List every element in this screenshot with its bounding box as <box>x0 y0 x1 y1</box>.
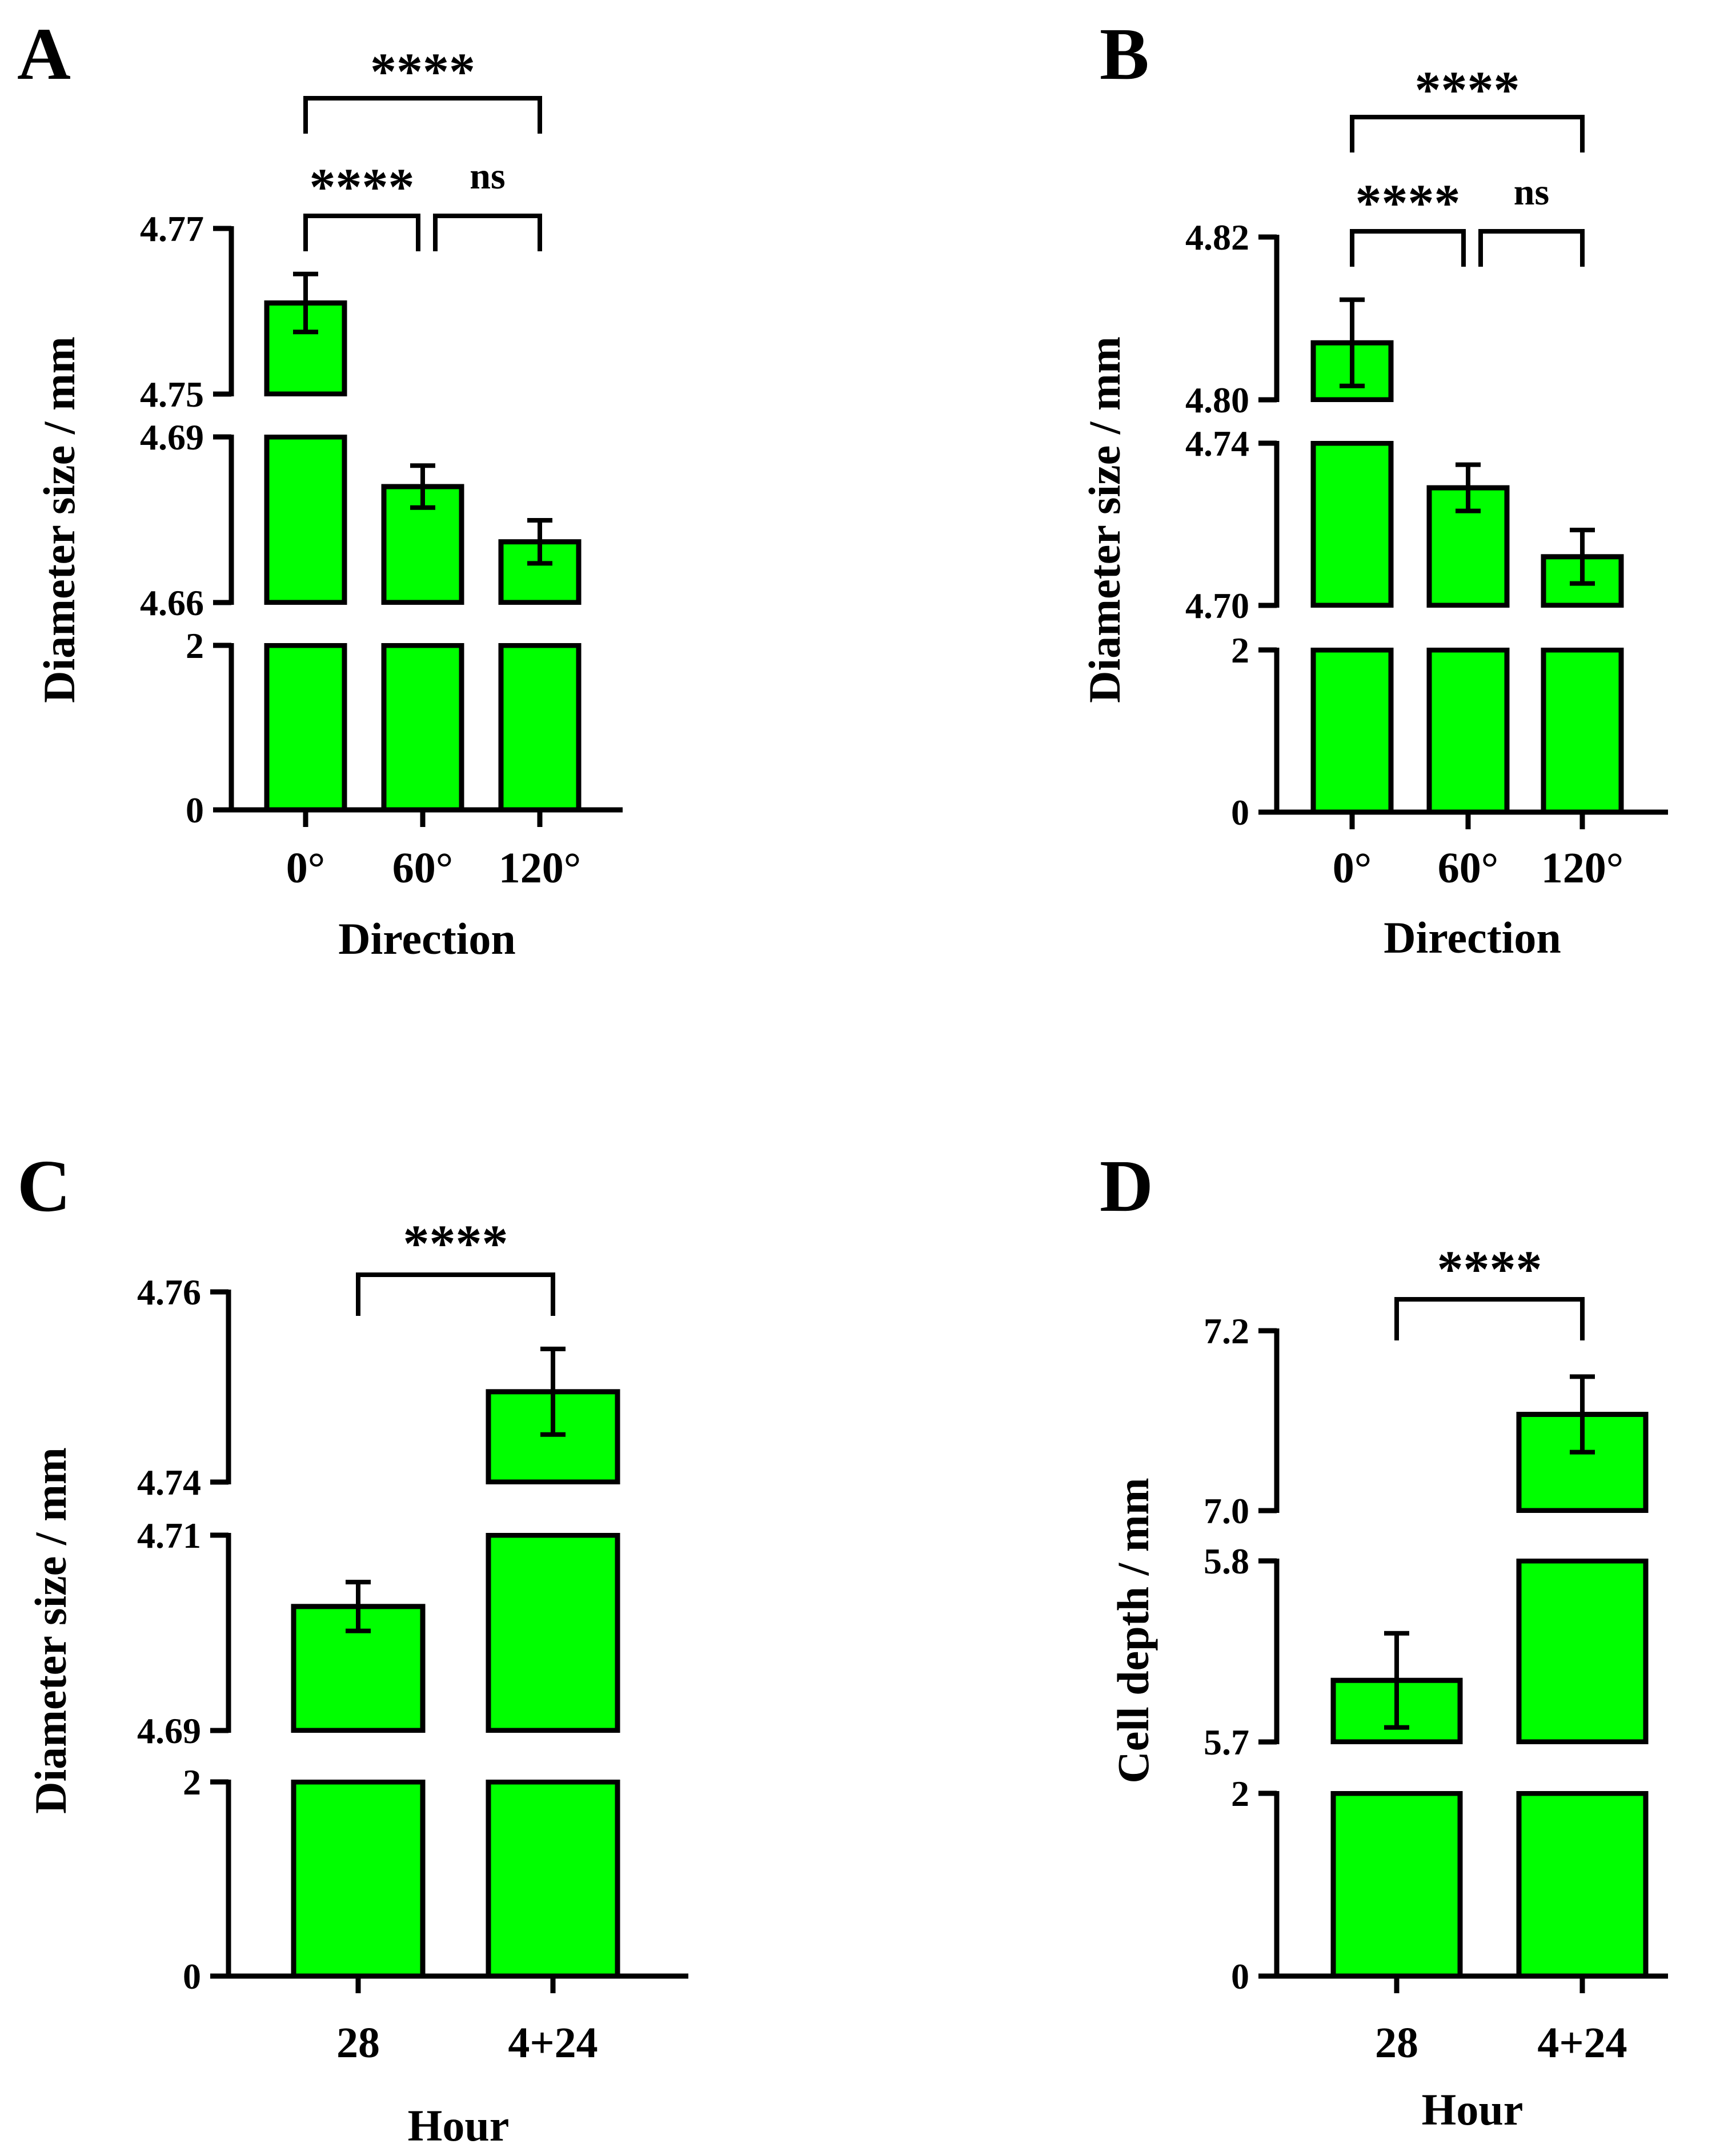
panel-b-y-tick-label: 4.80 <box>1185 380 1249 420</box>
panel-d-y-tick-label: 0 <box>1231 1956 1249 1997</box>
panel-b-bar-1-seg-2 <box>1310 440 1394 608</box>
panel-d-y-axis-title: Cell depth / mm <box>1108 1478 1158 1783</box>
panel-b-significance-bracket-1 <box>1350 115 1585 152</box>
panel-a-y-tick-label: 2 <box>186 625 204 666</box>
panel-d-y-tick-label: 7.2 <box>1204 1311 1249 1351</box>
panel-b-significance-bracket-3 <box>1478 229 1585 267</box>
panel-a-letter: A <box>17 13 71 95</box>
panel-b-y-axis-title: Diameter size / mm <box>1080 336 1129 703</box>
panel-a-significance-label-2: **** <box>310 158 415 216</box>
panel-c-y-tick-label: 4.71 <box>137 1515 201 1556</box>
panel-c-x-tick-label: 28 <box>336 2019 380 2067</box>
panel-b-y-tick-label: 4.74 <box>1185 423 1249 464</box>
panel-d-x-tick-label: 4+24 <box>1537 2019 1627 2067</box>
panel-a-bar-1-seg-1 <box>264 643 347 813</box>
panel-d-x-axis-title: Hour <box>1422 2085 1523 2134</box>
panel-c-bar-1-seg-1 <box>291 1779 426 1979</box>
panel-c-bar-2-seg-2 <box>486 1532 620 1733</box>
panel-c-y-tick-label: 4.76 <box>137 1272 201 1312</box>
panel-c-significance-bracket-1 <box>356 1272 555 1316</box>
panel-a-bar-3-seg-1 <box>498 643 582 813</box>
panel-d-bar-2-break-gap <box>1514 1744 1650 1791</box>
panel-d-letter: D <box>1100 1145 1153 1227</box>
panel-d-bar-2-seg-1 <box>1516 1790 1649 1979</box>
panel-c-significance-label-1: **** <box>403 1214 508 1272</box>
panel-c-x-tick-label: 4+24 <box>508 2019 598 2067</box>
panel-d-bar-1-seg-1 <box>1330 1790 1463 1979</box>
panel-c-y-tick-label: 4.69 <box>137 1711 201 1751</box>
panel-a-bar-3-break-gap <box>496 605 583 643</box>
panel-c-letter: C <box>17 1145 71 1227</box>
panel-b-bar-2-seg-1 <box>1426 647 1510 815</box>
panel-b-bar-3-break-gap <box>1539 608 1626 648</box>
panel-b-bar-1-break-gap <box>1309 608 1396 648</box>
panel-a-bar-2-break-gap <box>379 605 466 643</box>
panel-b-x-tick-label: 120° <box>1541 844 1623 892</box>
panel-c-y-axis-title: Diameter size / mm <box>26 1447 75 1814</box>
panel-c-y-tick-label: 4.74 <box>137 1462 201 1503</box>
panel-d-significance-label-1: **** <box>1437 1240 1542 1298</box>
panel-b-significance-label-1: **** <box>1415 61 1520 119</box>
panel-b-y-tick-label: 2 <box>1231 630 1249 671</box>
panel-d-bar-2-seg-2 <box>1516 1558 1649 1745</box>
panel-a-y-tick-label: 4.69 <box>140 417 204 457</box>
panel-a-y-tick-label: 4.77 <box>140 208 204 249</box>
panel-b-significance-label-2: **** <box>1356 174 1461 232</box>
panel-a-bar-1-break-gap <box>262 396 349 435</box>
panel-d-y-tick-label: 5.7 <box>1204 1722 1249 1762</box>
panel-b-significance-bracket-2 <box>1350 229 1466 267</box>
panel-a-y-tick-label: 4.75 <box>140 374 204 415</box>
panel-b-bar-1-seg-1 <box>1310 647 1394 815</box>
panel-d-x-tick-label: 28 <box>1375 2019 1418 2067</box>
panel-a-y-tick-label: 0 <box>186 790 204 830</box>
panel-a-significance-label-1: **** <box>370 42 475 101</box>
panel-b-y-tick-label: 0 <box>1231 792 1249 833</box>
panel-b-letter: B <box>1100 13 1149 95</box>
panel-b-bar-1-break-gap <box>1309 402 1396 441</box>
panel-d-significance-bracket-1 <box>1394 1297 1585 1340</box>
panel-d-bar-1-break-gap <box>1329 1744 1465 1791</box>
panel-a-bar-1-seg-2 <box>264 434 347 605</box>
panel-a-x-tick-label: 0° <box>286 844 325 892</box>
panel-d-y-tick-label: 5.8 <box>1204 1541 1249 1581</box>
panel-d-y-tick-label: 2 <box>1231 1773 1249 1814</box>
panel-b-bar-2-break-gap <box>1425 608 1511 648</box>
panel-a-bar-1-break-gap <box>262 605 349 643</box>
panel-c-bar-2-seg-1 <box>486 1779 620 1979</box>
panel-a-bar-2-seg-1 <box>381 643 464 813</box>
panel-c-bar-2-break-gap <box>484 1733 622 1780</box>
panel-a-y-axis-title: Diameter size / mm <box>34 336 84 703</box>
panel-b-y-tick-label: 4.82 <box>1185 217 1249 258</box>
panel-d-bar-2-break-gap <box>1514 1513 1650 1559</box>
panel-b-significance-label-3: ns <box>1514 171 1549 213</box>
panel-c-bar-2-break-gap <box>484 1484 622 1533</box>
panel-b-x-tick-label: 60° <box>1438 844 1498 892</box>
panel-a-x-axis-title: Direction <box>338 914 515 963</box>
panel-d-y-tick-label: 7.0 <box>1204 1491 1249 1531</box>
panel-c-x-axis-title: Hour <box>408 2101 510 2150</box>
panel-c-y-tick-label: 2 <box>183 1762 201 1802</box>
panel-b-x-axis-title: Direction <box>1384 913 1561 962</box>
panel-b-x-tick-label: 0° <box>1333 844 1372 892</box>
panel-b-bar-3-seg-1 <box>1541 647 1624 815</box>
panel-a-x-tick-label: 120° <box>499 844 581 892</box>
panel-c-bar-1-break-gap <box>289 1733 427 1780</box>
panel-a-significance-bracket-3 <box>433 214 542 251</box>
panel-b-y-tick-label: 4.70 <box>1185 585 1249 626</box>
panel-a-significance-label-3: ns <box>470 155 505 197</box>
panel-a-significance-bracket-1 <box>303 96 542 134</box>
panel-a-x-tick-label: 60° <box>392 844 453 892</box>
panel-a-y-tick-label: 4.66 <box>140 583 204 623</box>
panel-a-significance-bracket-2 <box>303 214 420 251</box>
panel-c-bar-1-seg-2 <box>291 1604 426 1733</box>
panel-c-y-tick-label: 0 <box>183 1956 201 1997</box>
